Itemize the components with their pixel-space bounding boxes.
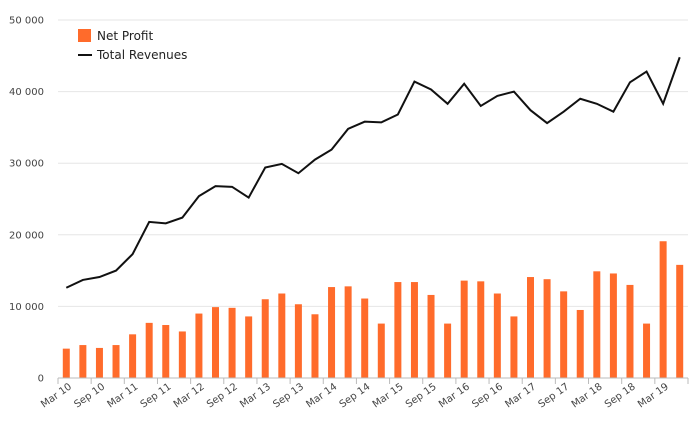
x-tick-label: Sep 14 xyxy=(338,381,373,410)
legend-swatch-net-profit xyxy=(78,29,91,42)
net-profit-bar xyxy=(228,307,236,378)
net-profit-bar xyxy=(477,281,485,378)
net-profit-bars xyxy=(62,241,684,378)
net-profit-bar xyxy=(328,287,336,378)
x-tick-label: Mar 15 xyxy=(371,381,406,410)
net-profit-bar xyxy=(112,345,120,378)
net-profit-bar xyxy=(410,282,418,378)
legend-label-total-revenues: Total Revenues xyxy=(96,48,187,62)
net-profit-bar xyxy=(493,293,501,378)
y-axis-tick-labels: 0 10 000 20 000 30 000 40 000 50 000 xyxy=(9,16,44,385)
x-tick-label: Sep 12 xyxy=(205,381,240,410)
net-profit-bar xyxy=(129,334,137,378)
net-profit-bar xyxy=(162,325,170,378)
net-profit-bar xyxy=(576,309,584,378)
net-profit-bar xyxy=(178,331,186,378)
net-profit-bar xyxy=(593,271,601,378)
y-tick-label: 40 000 xyxy=(9,87,44,98)
net-profit-bar xyxy=(62,348,70,378)
net-profit-bar xyxy=(609,273,617,378)
x-tick-label: Mar 12 xyxy=(172,381,207,410)
net-profit-bar xyxy=(460,280,468,378)
net-profit-bar xyxy=(278,293,286,378)
y-tick-label: 20 000 xyxy=(9,230,44,241)
x-tick-label: Mar 16 xyxy=(437,381,472,410)
net-profit-bar xyxy=(659,241,667,378)
net-profit-bar xyxy=(560,291,568,378)
x-tick-label: Sep 16 xyxy=(470,381,505,410)
total-revenues-line xyxy=(65,56,681,289)
net-profit-bar xyxy=(427,294,435,378)
y-tick-label: 50 000 xyxy=(9,16,44,27)
net-profit-bar xyxy=(543,279,551,378)
net-profit-bar xyxy=(195,313,203,378)
x-tick-label: Mar 11 xyxy=(106,381,141,410)
net-profit-bar xyxy=(444,323,452,378)
net-profit-bar xyxy=(361,298,369,378)
x-tick-label: Sep 18 xyxy=(603,381,638,410)
net-profit-bar xyxy=(261,299,269,378)
x-tick-label: Mar 17 xyxy=(503,381,538,410)
net-profit-bar xyxy=(79,345,87,378)
x-tick-label: Mar 18 xyxy=(570,381,605,410)
net-profit-bar xyxy=(626,284,634,378)
x-axis xyxy=(57,377,689,384)
y-tick-label: 30 000 xyxy=(9,159,44,170)
total-revenues-line-group xyxy=(65,56,681,289)
net-profit-bar xyxy=(294,304,302,378)
x-tick-label: Mar 13 xyxy=(238,381,273,410)
x-tick-label: Sep 13 xyxy=(271,381,306,410)
y-tick-label: 10 000 xyxy=(9,302,44,313)
net-profit-bar xyxy=(212,307,219,378)
x-tick-label: Sep 17 xyxy=(537,381,572,410)
net-profit-bar xyxy=(527,277,534,378)
gridlines xyxy=(58,19,688,307)
x-tick-label: Sep 10 xyxy=(72,381,107,410)
net-profit-bar xyxy=(95,347,103,378)
x-tick-label: Mar 14 xyxy=(304,381,339,410)
net-profit-bar xyxy=(344,286,352,378)
x-tick-label: Mar 10 xyxy=(39,381,74,410)
x-tick-label: Mar 19 xyxy=(636,381,671,410)
net-profit-bar xyxy=(245,316,253,378)
net-profit-bar xyxy=(643,323,651,378)
net-profit-bar xyxy=(311,314,319,378)
legend-label-net-profit: Net Profit xyxy=(97,29,153,43)
legend: Net Profit Total Revenues xyxy=(78,29,187,62)
net-profit-bar xyxy=(394,282,402,378)
y-tick-label: 0 xyxy=(38,374,44,385)
net-profit-bar xyxy=(145,322,153,378)
x-tick-label: Sep 15 xyxy=(404,381,439,410)
x-tick-label: Sep 11 xyxy=(139,381,174,410)
net-profit-bar xyxy=(676,264,684,378)
net-profit-bar xyxy=(510,316,518,378)
net-profit-bar xyxy=(377,323,385,378)
